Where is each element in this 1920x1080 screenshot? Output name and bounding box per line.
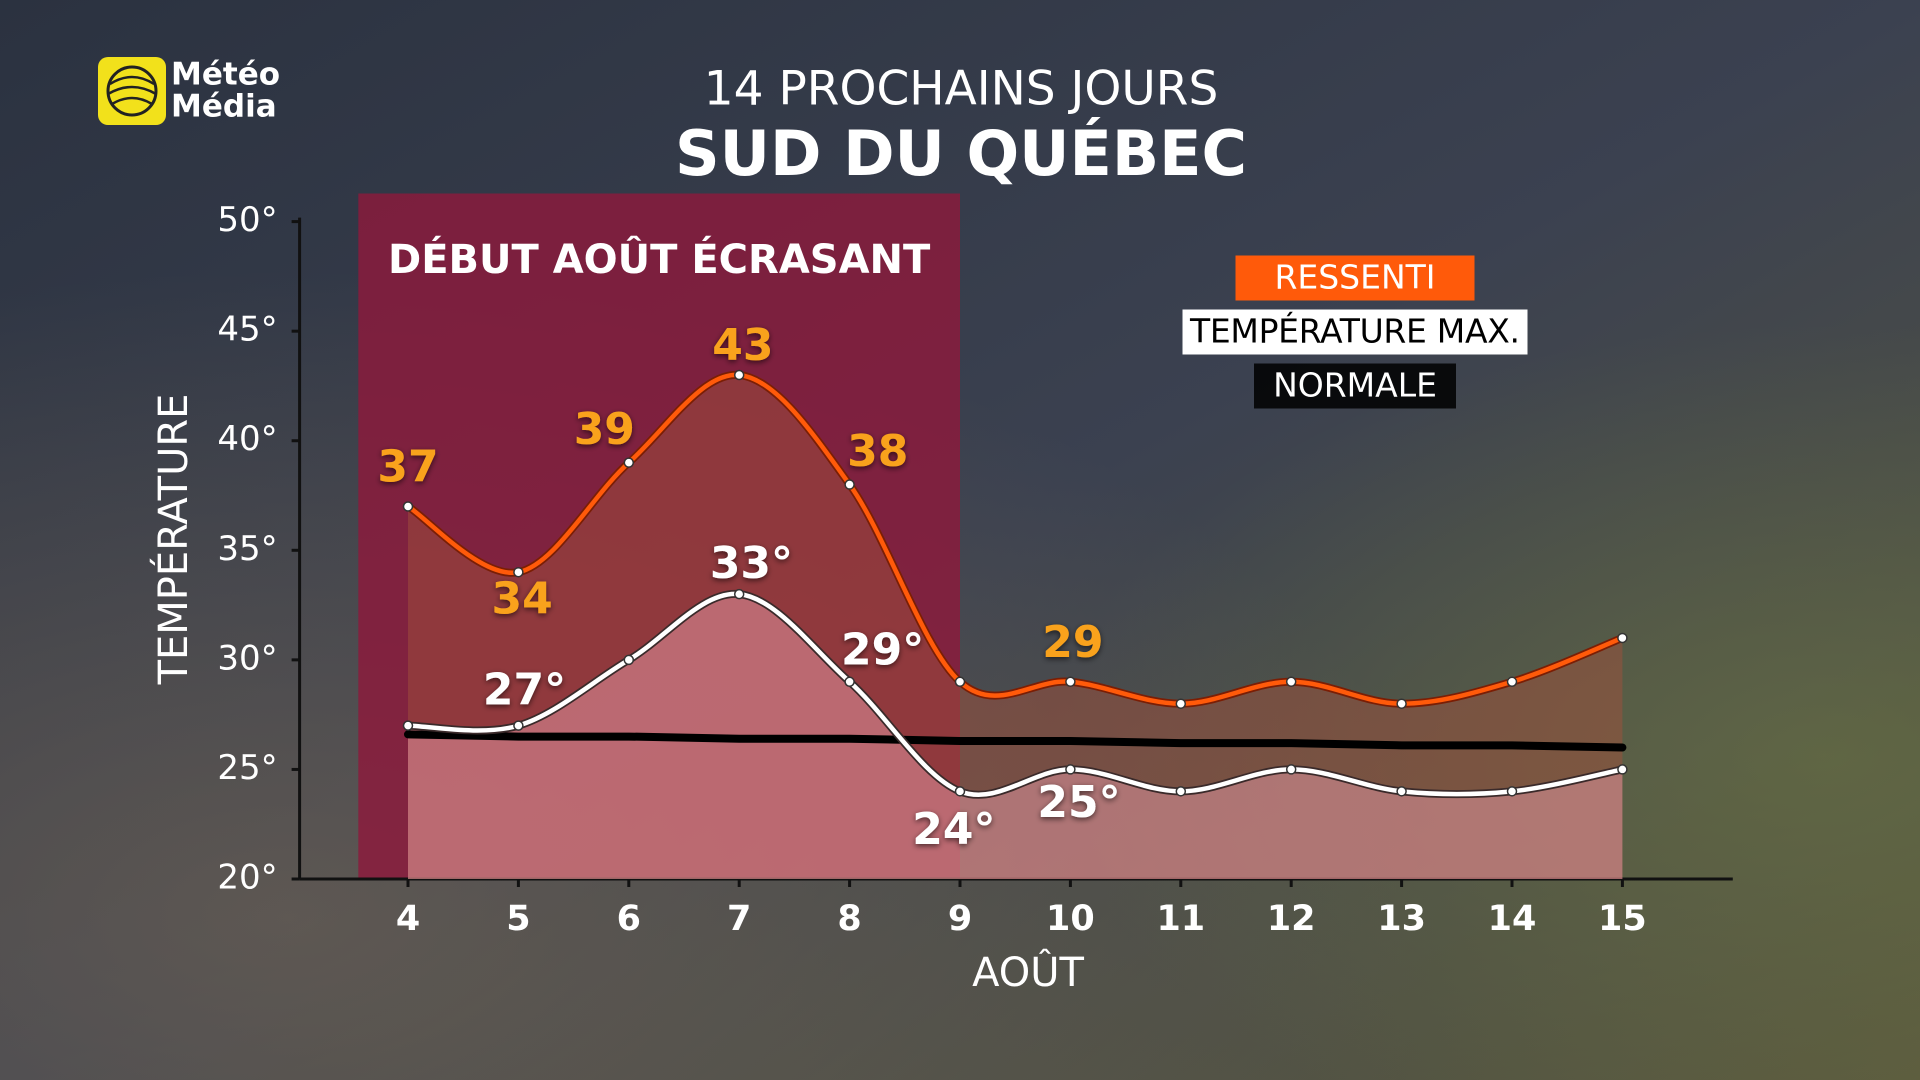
data-label: 37	[377, 442, 438, 493]
y-tick-label: 25°	[217, 748, 277, 788]
x-tick-label: 10	[1046, 899, 1095, 939]
data-label: 34	[491, 574, 552, 625]
plot: DÉBUT AOÛT ÉCRASANT 20° 25° 30° 35° 40° 45° 50°…	[149, 193, 1733, 996]
y-tick-label: 45°	[217, 310, 277, 350]
point	[402, 720, 414, 731]
data-label: 24°	[912, 804, 995, 855]
point	[954, 786, 966, 797]
x-tick-label: 15	[1598, 899, 1647, 939]
point	[1617, 764, 1628, 775]
data-label: 29	[1042, 617, 1103, 668]
legend-label: RESSENTI	[1274, 258, 1435, 297]
legend-swatch	[1254, 363, 1456, 409]
point	[1285, 676, 1297, 688]
point	[1065, 676, 1076, 688]
y-tick-label: 40°	[217, 419, 277, 459]
x-tick-label: 8	[837, 899, 861, 939]
x-tick-label: 11	[1156, 899, 1205, 939]
area	[408, 593, 1623, 879]
y-tick-label: 35°	[217, 529, 277, 569]
logo-text: Météo	[171, 57, 280, 93]
point	[402, 501, 414, 512]
point	[623, 654, 635, 666]
point	[1396, 698, 1407, 709]
x-tick-label: 9	[948, 899, 972, 939]
data-label: 38	[847, 426, 908, 477]
legend-swatch	[1182, 309, 1528, 355]
x-tick-label: 7	[727, 899, 751, 939]
x-tick-label: 5	[506, 899, 530, 939]
point	[844, 676, 855, 688]
logo-globe	[106, 65, 158, 117]
point	[1396, 786, 1407, 797]
point	[733, 369, 745, 381]
point	[844, 479, 855, 490]
legend-label: NORMALE	[1273, 366, 1437, 405]
x-tick-label: 12	[1267, 899, 1316, 939]
data-label: 43	[712, 320, 773, 371]
x-tick-label: 13	[1377, 899, 1426, 939]
x-axis-label: AOÛT	[972, 948, 1084, 996]
y-tick-label: 50°	[217, 200, 277, 240]
point	[1175, 786, 1187, 797]
x-tick-label: 4	[396, 899, 420, 939]
point	[954, 676, 966, 688]
highlight-label: DÉBUT AOÛT ÉCRASANT	[388, 235, 931, 283]
point	[1175, 698, 1187, 709]
point	[1506, 786, 1518, 797]
point	[1506, 676, 1518, 688]
logo-text: Média	[171, 89, 277, 125]
data-label: 25°	[1037, 777, 1120, 828]
line	[404, 730, 1627, 752]
data-label: 39	[574, 404, 635, 455]
x-tick-label: 6	[617, 899, 641, 939]
data-label: 33°	[710, 538, 793, 589]
point	[1065, 764, 1076, 775]
y-axis-label: TEMPÉRATURE	[149, 394, 197, 686]
point	[1285, 764, 1297, 775]
legend-swatch	[1235, 255, 1475, 301]
data-label: 27°	[483, 665, 566, 716]
y-tick-label: 20°	[217, 858, 277, 898]
point	[623, 457, 635, 468]
legend-label: TEMPÉRATURE MAX.	[1189, 311, 1520, 351]
logo-lines	[107, 75, 157, 106]
point	[513, 720, 524, 731]
x-tick-label: 14	[1488, 899, 1537, 939]
point	[733, 588, 745, 600]
chart-title: 14 PROCHAINS JOURS	[704, 62, 1219, 117]
data-label: 29°	[841, 624, 924, 675]
y-tick-label: 30°	[217, 638, 277, 678]
logo: Météo Média	[98, 57, 280, 125]
point	[1617, 632, 1628, 644]
point	[513, 566, 524, 578]
chart-subtitle: SUD DU QUÉBEC	[675, 117, 1247, 190]
